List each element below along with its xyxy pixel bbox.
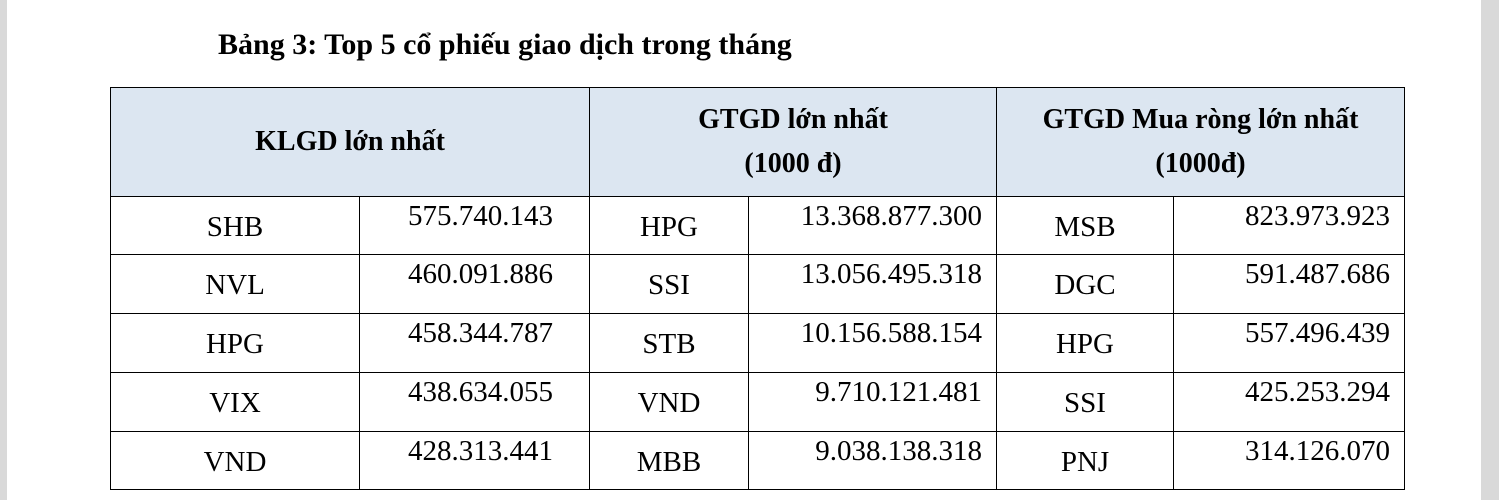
ticker-cell: HPG xyxy=(589,196,749,255)
value-cell: 13.368.877.300 xyxy=(748,196,997,255)
value-cell: 428.313.441 xyxy=(359,431,590,490)
ticker-cell: SHB xyxy=(110,196,360,255)
ticker-cell: VND xyxy=(110,431,360,490)
ticker-cell: NVL xyxy=(110,254,360,314)
ticker-cell: PNJ xyxy=(996,431,1174,490)
value-cell: 10.156.588.154 xyxy=(748,313,997,373)
ticker-cell: MSB xyxy=(996,196,1174,255)
header-text: (1000đ) xyxy=(1155,148,1246,179)
window-edge xyxy=(1481,0,1499,500)
header-cell: GTGD lớn nhất (1000 đ) xyxy=(589,87,997,197)
ticker-cell: VIX xyxy=(110,372,360,432)
header-text: KLGD lớn nhất xyxy=(255,126,445,157)
header-text: GTGD Mua ròng lớn nhất xyxy=(1042,104,1359,135)
value-cell: 13.056.495.318 xyxy=(748,254,997,314)
header-text: GTGD lớn nhất xyxy=(698,104,888,135)
value-cell: 591.487.686 xyxy=(1173,254,1405,314)
value-cell: 460.091.886 xyxy=(359,254,590,314)
value-cell: 314.126.070 xyxy=(1173,431,1405,490)
header-text: (1000 đ) xyxy=(744,148,842,179)
value-cell: 438.634.055 xyxy=(359,372,590,432)
value-cell: 425.253.294 xyxy=(1173,372,1405,432)
ticker-cell: MBB xyxy=(589,431,749,490)
header-cell: KLGD lớn nhất xyxy=(110,87,590,197)
ticker-cell: HPG xyxy=(996,313,1174,373)
value-cell: 9.038.138.318 xyxy=(748,431,997,490)
ticker-cell: SSI xyxy=(996,372,1174,432)
ticker-cell: DGC xyxy=(996,254,1174,314)
window-edge xyxy=(0,0,7,500)
ticker-cell: SSI xyxy=(589,254,749,314)
ticker-cell: VND xyxy=(589,372,749,432)
ticker-cell: HPG xyxy=(110,313,360,373)
value-cell: 823.973.923 xyxy=(1173,196,1405,255)
value-cell: 575.740.143 xyxy=(359,196,590,255)
header-cell: GTGD Mua ròng lớn nhất (1000đ) xyxy=(996,87,1405,197)
value-cell: 9.710.121.481 xyxy=(748,372,997,432)
value-cell: 557.496.439 xyxy=(1173,313,1405,373)
ticker-cell: STB xyxy=(589,313,749,373)
value-cell: 458.344.787 xyxy=(359,313,590,373)
table-title: Bảng 3: Top 5 cổ phiếu giao dịch trong t… xyxy=(218,28,792,61)
